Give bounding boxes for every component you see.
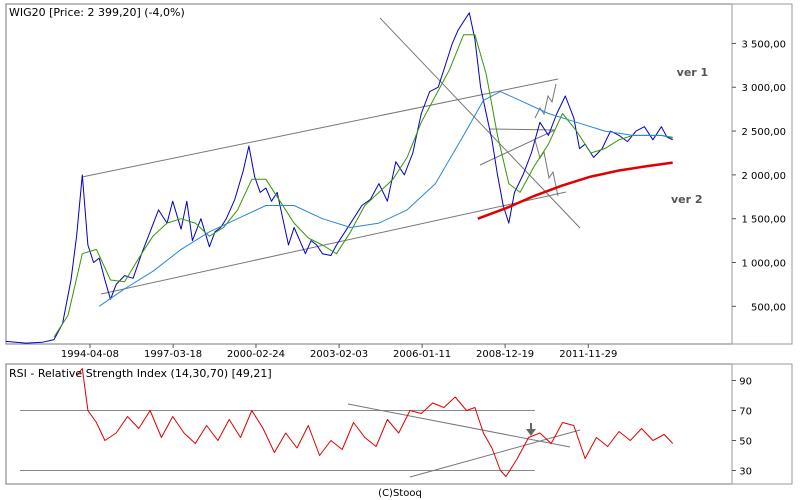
price-annotation: ver 2 — [671, 193, 703, 206]
price-y-tick-label: 2 000,00 — [741, 171, 786, 182]
price-series — [5, 12, 673, 344]
rsi-chart-title: RSI - Relative Strength Index (14,30,70)… — [9, 367, 272, 380]
price-y-tick-label: 2 500,00 — [741, 127, 786, 138]
price-trendlines — [81, 17, 581, 295]
triangle-top-line — [489, 128, 556, 131]
price-grid — [89, 42, 736, 348]
rsi-y-ticks: 30 50 70 90 — [739, 377, 752, 478]
price-y-tick-label: 500,00 — [751, 302, 786, 313]
price-x-tick-label: 1997-03-18 — [144, 349, 202, 360]
rsi-y-tick-label: 50 — [739, 437, 752, 448]
rsi-plot-area — [5, 363, 733, 485]
rsi-resistance-line — [347, 403, 571, 448]
down-arrow-icon — [526, 423, 536, 436]
footer-credit: (C)Stooq — [378, 488, 422, 499]
price-series-line-2 — [98, 91, 673, 307]
price-x-tick-label: 2008-12-19 — [476, 349, 534, 360]
rsi-y-tick-label: 30 — [739, 467, 752, 478]
price-x-tick-label: 2006-01-11 — [393, 349, 451, 360]
rsi-support-line — [409, 429, 581, 478]
price-annotations: ver 1 ver 2 — [671, 66, 708, 206]
rsi-series-line-0 — [76, 368, 674, 477]
price-y-ticks: 500,00 1 000,00 1 500,00 2 000,00 2 500,00 3 … — [741, 39, 786, 313]
price-y-tick-label: 1 500,00 — [741, 215, 786, 226]
price-axis-strip — [731, 3, 793, 345]
price-series-line-0 — [5, 12, 673, 344]
rsi-y-tick-label: 70 — [739, 407, 752, 418]
channel-lower-line — [100, 191, 567, 295]
price-series-line-3 — [477, 161, 673, 220]
price-x-ticks: 1994-04-08 1997-03-18 2000-02-24 2003-02-03… — [61, 349, 617, 360]
price-y-tick-label: 3 000,00 — [741, 83, 786, 94]
rsi-trendlines — [347, 403, 581, 478]
projection-down-path — [534, 139, 559, 197]
price-series-line-1 — [53, 34, 673, 338]
price-x-tick-label: 1994-04-08 — [61, 349, 119, 360]
price-x-tick-label: 2000-02-24 — [227, 349, 285, 360]
price-x-tick-label: 2003-02-03 — [310, 349, 368, 360]
price-chart-title: WIG20 [Price: 2 399,20] (-4,0%) — [9, 6, 185, 19]
price-x-tick-label: 2011-11-29 — [559, 349, 617, 360]
rsi-series — [76, 368, 674, 477]
rsi-grid — [20, 380, 736, 471]
rsi-y-tick-label: 90 — [739, 377, 752, 388]
rsi-axis-strip — [731, 363, 793, 485]
price-y-tick-label: 3 500,00 — [741, 39, 786, 50]
price-annotation: ver 1 — [677, 66, 709, 79]
falling-resistance-line — [379, 17, 581, 229]
price-plot-area — [5, 3, 733, 345]
channel-upper-line — [81, 78, 559, 178]
price-y-tick-label: 1 000,00 — [741, 259, 786, 270]
triangle-bottom-line — [479, 129, 556, 166]
